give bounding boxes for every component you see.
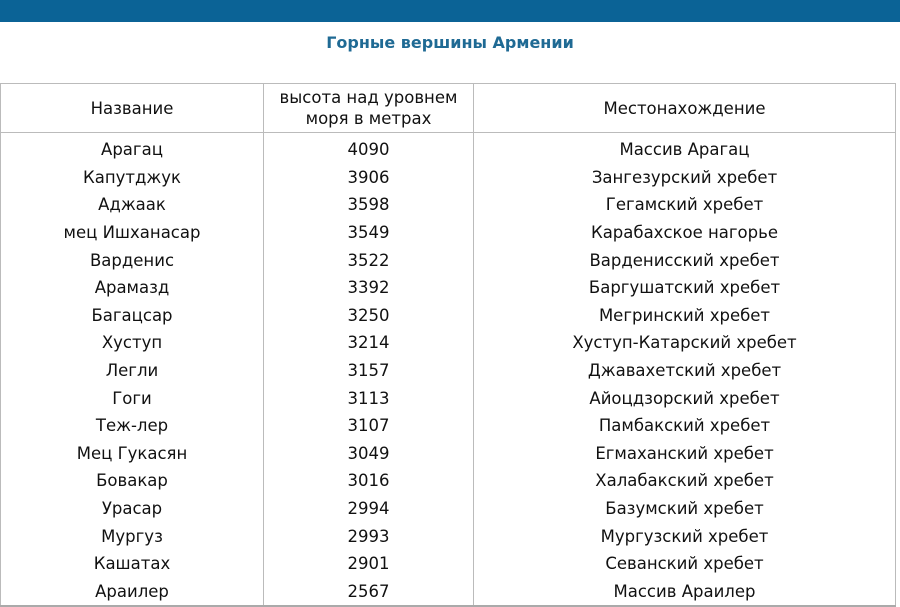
table-row: Хуступ 3214 Хуступ-Катарский хребет bbox=[0, 329, 896, 357]
name-cell: Аджаак bbox=[0, 191, 264, 219]
table-row: Аджаак 3598 Гегамский хребет bbox=[0, 191, 896, 219]
table-row: Мец Гукасян 3049 Егмаханский хребет bbox=[0, 439, 896, 468]
location-cell: Севанский хребет bbox=[473, 549, 896, 578]
height-cell: 4090 bbox=[263, 132, 474, 164]
location-cell: Мургузский хребет bbox=[473, 522, 896, 550]
name-cell: Варденис bbox=[0, 246, 264, 274]
location-cell: Хуступ-Катарский хребет bbox=[473, 329, 896, 357]
name-cell: Кашатах bbox=[0, 549, 264, 578]
height-cell: 2901 bbox=[263, 549, 474, 578]
table-row: Арамазд 3392 Баргушатский хребет bbox=[0, 273, 896, 302]
height-cell: 3522 bbox=[263, 246, 474, 274]
name-cell: Теж-лер bbox=[0, 411, 264, 440]
table-row: Арагац 4090 Массив Арагац bbox=[0, 132, 896, 164]
peaks-table: Название высота над уровнем моря в метра… bbox=[0, 83, 896, 607]
location-cell: Мегринский хребет bbox=[473, 301, 896, 330]
height-cell: 3250 bbox=[263, 301, 474, 330]
height-cell: 3016 bbox=[263, 467, 474, 495]
table-row: Араилер 2567 Массив Араилер bbox=[0, 577, 896, 607]
location-cell: Гегамский хребет bbox=[473, 191, 896, 219]
name-cell: Легли bbox=[0, 356, 264, 385]
name-cell: Капутджук bbox=[0, 163, 264, 192]
name-cell: Арамазд bbox=[0, 273, 264, 302]
table-row: Багацсар 3250 Мегринский хребет bbox=[0, 301, 896, 330]
top-bar bbox=[0, 0, 900, 22]
height-cell: 3549 bbox=[263, 218, 474, 247]
table-row: Легли 3157 Джавахетский хребет bbox=[0, 356, 896, 385]
table-header-row: Название высота над уровнем моря в метра… bbox=[0, 83, 896, 133]
header-height-text: высота над уровнем моря в метрах bbox=[279, 88, 458, 128]
location-cell: Зангезурский хребет bbox=[473, 163, 896, 192]
height-cell: 3214 bbox=[263, 329, 474, 357]
height-cell: 2994 bbox=[263, 494, 474, 523]
table-row: Урасар 2994 Базумский хребет bbox=[0, 494, 896, 523]
header-location: Местонахождение bbox=[473, 83, 896, 133]
height-cell: 3113 bbox=[263, 384, 474, 412]
table-row: Гоги 3113 Айоцдзорский хребет bbox=[0, 384, 896, 412]
location-cell: Массив Араилер bbox=[473, 577, 896, 607]
table-row: Капутджук 3906 Зангезурский хребет bbox=[0, 163, 896, 192]
height-cell: 3598 bbox=[263, 191, 474, 219]
table-row: Варденис 3522 Варденисский хребет bbox=[0, 246, 896, 274]
height-cell: 3049 bbox=[263, 439, 474, 468]
header-name: Название bbox=[0, 83, 264, 133]
location-cell: Айоцдзорский хребет bbox=[473, 384, 896, 412]
table-row: Мургуз 2993 Мургузский хребет bbox=[0, 522, 896, 550]
location-cell: Халабакский хребет bbox=[473, 467, 896, 495]
name-cell: Араилер bbox=[0, 577, 264, 607]
table-row: Теж-лер 3107 Памбакский хребет bbox=[0, 411, 896, 440]
table-row: мец Ишханасар 3549 Карабахское нагорье bbox=[0, 218, 896, 247]
location-cell: Егмаханский хребет bbox=[473, 439, 896, 468]
location-cell: Массив Арагац bbox=[473, 132, 896, 164]
header-height: высота над уровнем моря в метрах bbox=[263, 83, 474, 133]
location-cell: Баргушатский хребет bbox=[473, 273, 896, 302]
height-cell: 3157 bbox=[263, 356, 474, 385]
name-cell: Урасар bbox=[0, 494, 264, 523]
height-cell: 3392 bbox=[263, 273, 474, 302]
name-cell: Мургуз bbox=[0, 522, 264, 550]
height-cell: 2993 bbox=[263, 522, 474, 550]
name-cell: Багацсар bbox=[0, 301, 264, 330]
location-cell: Памбакский хребет bbox=[473, 411, 896, 440]
name-cell: Мец Гукасян bbox=[0, 439, 264, 468]
name-cell: Хуступ bbox=[0, 329, 264, 357]
location-cell: Карабахское нагорье bbox=[473, 218, 896, 247]
height-cell: 2567 bbox=[263, 577, 474, 607]
name-cell: Гоги bbox=[0, 384, 264, 412]
height-cell: 3906 bbox=[263, 163, 474, 192]
height-cell: 3107 bbox=[263, 411, 474, 440]
page-title: Горные вершины Армении bbox=[326, 33, 574, 52]
table-row: Кашатах 2901 Севанский хребет bbox=[0, 549, 896, 578]
name-cell: Арагац bbox=[0, 132, 264, 164]
table-row: Бовакар 3016 Халабакский хребет bbox=[0, 467, 896, 495]
name-cell: мец Ишханасар bbox=[0, 218, 264, 247]
name-cell: Бовакар bbox=[0, 467, 264, 495]
location-cell: Джавахетский хребет bbox=[473, 356, 896, 385]
location-cell: Базумский хребет bbox=[473, 494, 896, 523]
location-cell: Варденисский хребет bbox=[473, 246, 896, 274]
